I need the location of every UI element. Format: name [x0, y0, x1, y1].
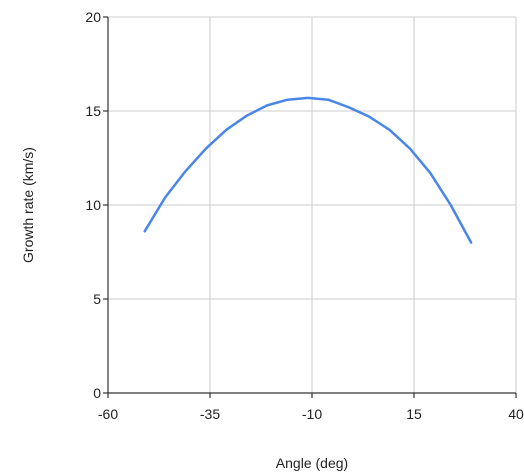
series-line: [143, 96, 473, 244]
series-layer: [143, 96, 473, 244]
x-tick-label: 40: [508, 406, 524, 422]
x-axis-title: Angle (deg): [276, 455, 348, 471]
y-tick-label: 0: [93, 385, 101, 401]
grid-lines: [108, 16, 517, 393]
x-tick-label: -35: [200, 406, 220, 422]
x-tick-label: 15: [406, 406, 422, 422]
axes: [103, 16, 517, 398]
x-tick-label: -60: [98, 406, 118, 422]
tick-labels: -60 -35 -10 15 40 0 5 10 15 20: [85, 9, 524, 422]
y-tick-label: 20: [85, 9, 101, 25]
x-tick-label: -10: [302, 406, 322, 422]
y-tick-label: 15: [85, 103, 101, 119]
y-tick-label: 10: [85, 197, 101, 213]
y-axis-title: Growth rate (km/s): [20, 147, 36, 263]
y-tick-label: 5: [93, 291, 101, 307]
